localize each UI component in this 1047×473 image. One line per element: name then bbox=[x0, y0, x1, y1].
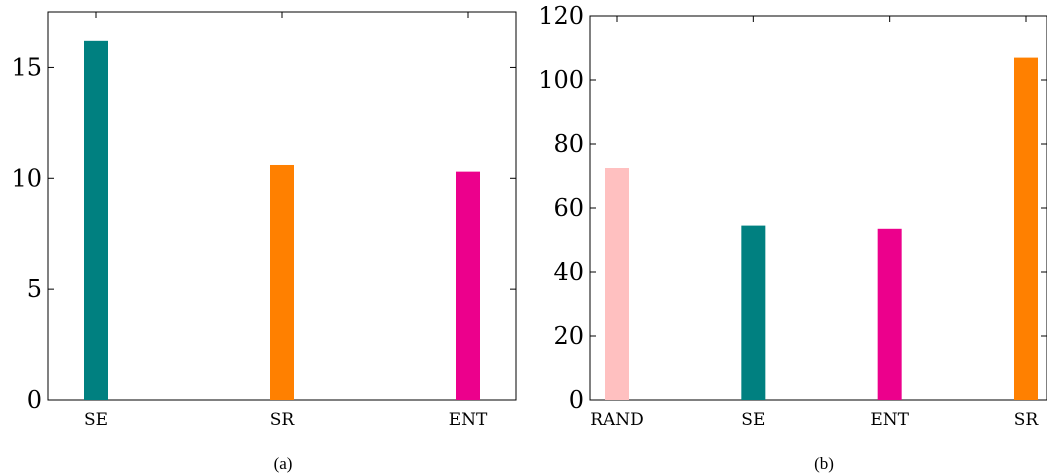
bar-ent bbox=[456, 171, 480, 400]
y-tick-label: 15 bbox=[11, 53, 42, 81]
y-tick-label: 100 bbox=[538, 66, 584, 94]
caption-b: (b) bbox=[814, 454, 834, 473]
bar-ent bbox=[877, 228, 902, 400]
x-tick-label: ENT bbox=[449, 410, 488, 430]
y-tick-label: 80 bbox=[553, 130, 584, 158]
y-tick-label: 40 bbox=[553, 258, 584, 286]
y-tick-label: 120 bbox=[538, 2, 584, 30]
bar-se bbox=[741, 225, 766, 400]
caption-a: (a) bbox=[274, 454, 293, 473]
y-tick-label: 20 bbox=[553, 322, 584, 350]
x-tick-label: SR bbox=[270, 410, 296, 430]
x-tick-label: RAND bbox=[590, 410, 644, 430]
y-tick-label: 0 bbox=[569, 386, 584, 414]
y-tick-label: 10 bbox=[11, 164, 42, 192]
y-tick-label: 0 bbox=[27, 386, 42, 414]
y-tick-label: 60 bbox=[553, 194, 584, 222]
x-tick-label: ENT bbox=[870, 410, 909, 430]
y-tick-label: 5 bbox=[27, 275, 42, 303]
chart-b: 0 20 40 60 80 100 120 RAND SE ENT SR bbox=[538, 2, 1047, 430]
plot-frame bbox=[589, 15, 1047, 401]
bar-sr bbox=[1014, 57, 1038, 400]
x-tick-label: SE bbox=[84, 410, 108, 430]
bar-sr bbox=[270, 164, 294, 400]
bar-rand bbox=[605, 168, 629, 400]
bar-se bbox=[84, 40, 108, 401]
x-tick-label: SE bbox=[741, 410, 765, 430]
x-tick-label: SR bbox=[1014, 410, 1040, 430]
chart-a: 0 5 10 15 SE SR ENT bbox=[11, 11, 517, 430]
